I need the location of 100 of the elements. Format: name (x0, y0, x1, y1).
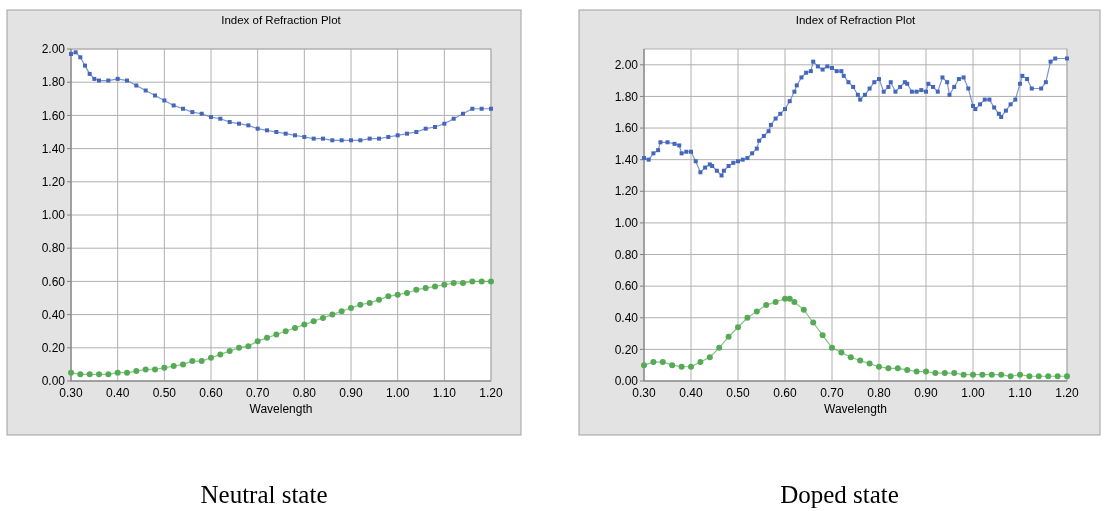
point (866, 360, 873, 367)
point (451, 116, 456, 121)
point (460, 280, 466, 287)
point (941, 370, 948, 377)
point (302, 134, 307, 139)
point (292, 324, 298, 331)
y-tick-label: 0.80 (41, 241, 66, 256)
point (450, 280, 457, 287)
point (236, 344, 242, 351)
y-tick-label: 0.00 (614, 374, 639, 389)
point (321, 136, 325, 141)
point (106, 78, 111, 83)
x-tick-label: 0.40 (105, 386, 130, 400)
point (311, 136, 316, 141)
point (782, 295, 788, 302)
point (218, 116, 223, 121)
x-tick-label: 0.80 (292, 386, 317, 400)
point (254, 338, 261, 345)
point (414, 130, 419, 134)
point (329, 311, 336, 318)
x-tick-label: 0.40 (679, 386, 703, 400)
point (217, 351, 224, 358)
point (77, 371, 84, 378)
point (432, 283, 438, 290)
y-tick-label: 1.00 (41, 208, 66, 223)
x-tick-label: 0.90 (339, 386, 363, 400)
point (301, 321, 308, 328)
point (133, 368, 140, 375)
point (829, 344, 835, 351)
point (124, 369, 130, 376)
point (349, 138, 353, 143)
point (273, 331, 280, 338)
point (1064, 373, 1070, 380)
point (73, 50, 78, 55)
y-tick-label: 1.40 (41, 141, 66, 156)
point (83, 63, 87, 68)
point (725, 333, 732, 340)
point (810, 319, 817, 326)
y-tick-label: 0.60 (614, 279, 639, 294)
point (180, 361, 186, 368)
point (932, 370, 939, 377)
point (979, 371, 986, 378)
point (1017, 371, 1023, 378)
y-tick-label: 1.20 (41, 175, 66, 189)
point (970, 371, 976, 378)
point (181, 106, 185, 111)
y-tick-label: 0.80 (614, 247, 639, 262)
point (226, 348, 233, 355)
point (998, 371, 1005, 378)
x-tick-label: 0.60 (773, 386, 797, 400)
y-tick-label: 0.20 (41, 341, 66, 355)
point (143, 88, 148, 93)
point (650, 359, 657, 366)
point (282, 328, 289, 335)
x-tick-label: 0.80 (867, 386, 891, 400)
y-tick-label: 2.00 (41, 42, 66, 57)
x-tick-label: 1.10 (1008, 386, 1032, 400)
point (114, 369, 121, 376)
point (469, 278, 476, 285)
point (394, 291, 401, 298)
x-tick-label: 0.70 (245, 386, 270, 400)
point (153, 93, 157, 98)
point (348, 304, 354, 311)
point (669, 362, 676, 369)
x-tick-label: 0.70 (820, 386, 844, 400)
point (478, 278, 485, 285)
point (923, 368, 929, 375)
point (209, 115, 213, 120)
point (913, 368, 920, 375)
point (237, 121, 241, 126)
point (885, 365, 892, 372)
point (264, 334, 270, 341)
point (735, 324, 741, 331)
y-tick-label: 1.60 (614, 121, 639, 136)
x-tick-label: 0.30 (632, 386, 656, 400)
point (470, 106, 475, 111)
x-tick-label: 1.00 (385, 386, 410, 400)
point (988, 371, 995, 378)
point (367, 136, 372, 141)
y-tick-label: 1.00 (614, 216, 639, 231)
point (716, 344, 723, 351)
point (115, 76, 120, 81)
point (246, 123, 251, 128)
point (404, 290, 410, 297)
point (386, 134, 391, 139)
x-axis-title: Wavelength (824, 402, 887, 416)
point (377, 136, 381, 141)
y-tick-label: 0.20 (614, 342, 639, 357)
point (161, 364, 168, 371)
point (385, 293, 392, 300)
point (489, 106, 493, 111)
point (1026, 373, 1033, 380)
point (86, 371, 93, 378)
point (951, 370, 958, 377)
point (189, 358, 196, 365)
point (293, 133, 297, 138)
point (413, 286, 420, 293)
point (744, 314, 751, 321)
point (461, 111, 465, 116)
point (442, 121, 447, 126)
